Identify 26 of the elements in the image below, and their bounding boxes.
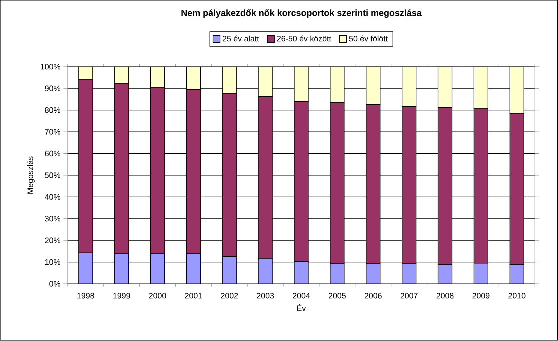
bar [186, 66, 202, 90]
bar [150, 66, 166, 88]
bar [222, 66, 237, 94]
bar [186, 254, 202, 284]
bar [294, 262, 309, 284]
bar [78, 252, 94, 284]
bar [222, 256, 237, 284]
bar [474, 66, 488, 109]
bar [78, 66, 94, 80]
bar [366, 264, 381, 284]
bar [510, 264, 524, 284]
bar [366, 66, 381, 106]
bar [294, 66, 309, 102]
bar [438, 66, 453, 108]
bar [402, 264, 417, 284]
bar [330, 66, 345, 104]
bar [258, 66, 273, 97]
bar [510, 66, 524, 114]
bar [258, 258, 273, 284]
bar [150, 254, 166, 284]
bar [474, 264, 488, 284]
bar [438, 264, 453, 284]
bar [114, 66, 130, 84]
bar [402, 66, 417, 107]
chart-title: Nem pályakezdők nők korcsoportok szerinti megoszlása [182, 10, 422, 18]
bar [114, 254, 130, 284]
